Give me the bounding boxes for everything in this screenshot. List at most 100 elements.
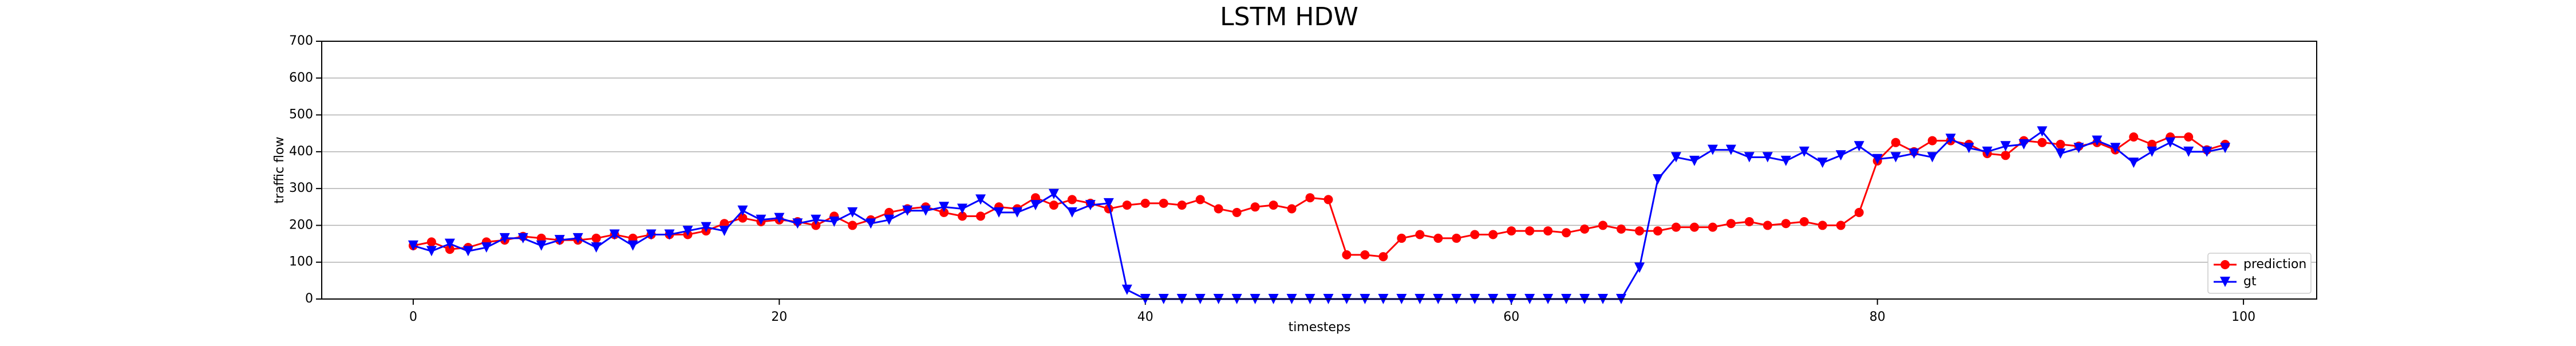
point (1635, 226, 1645, 236)
point (1799, 146, 1809, 157)
point (2184, 132, 2194, 142)
point (1543, 226, 1553, 236)
point (1818, 221, 1827, 230)
point (1927, 152, 1938, 163)
point (1177, 200, 1187, 210)
point (499, 233, 510, 243)
point (976, 211, 986, 221)
x-tick-label: 40 (1137, 310, 1153, 324)
point (591, 233, 601, 243)
point (2165, 137, 2176, 148)
point (1397, 233, 1406, 243)
point (1744, 152, 1755, 163)
point (1708, 222, 1717, 232)
point (1159, 198, 1168, 208)
point (1140, 198, 1150, 208)
point (664, 229, 675, 240)
point (1670, 152, 1681, 163)
x-tick-label: 20 (771, 310, 787, 324)
point (1891, 137, 1901, 147)
chart-title: LSTM HDW (1220, 2, 1358, 32)
y-tick-label: 700 (289, 34, 313, 48)
point (2000, 141, 2011, 152)
point (1525, 226, 1535, 236)
point (609, 229, 620, 240)
legend-box (2207, 253, 2312, 294)
point (958, 211, 967, 221)
point (1507, 226, 1516, 236)
point (1909, 148, 1919, 159)
point (1580, 224, 1590, 234)
point (627, 240, 638, 251)
point (426, 237, 436, 247)
point (1232, 207, 1242, 217)
legend-marker (2220, 277, 2230, 287)
x-tick-label: 100 (2231, 310, 2255, 324)
point (2037, 137, 2047, 147)
point (1433, 233, 1443, 243)
point (2129, 132, 2139, 142)
point (1562, 228, 1571, 238)
point (2183, 146, 2194, 157)
x-axis-label: timesteps (1289, 320, 1351, 335)
point (481, 242, 492, 253)
point (1121, 284, 1132, 295)
point (682, 226, 693, 237)
point (1726, 219, 1736, 229)
y-tick-label: 400 (289, 144, 313, 159)
point (517, 233, 528, 243)
point (1342, 250, 1352, 260)
point (1488, 230, 1498, 239)
point (811, 221, 821, 230)
point (1067, 195, 1077, 205)
series-line (413, 136, 2226, 258)
point (554, 235, 565, 246)
y-tick-label: 0 (305, 292, 313, 306)
point (1707, 144, 1718, 155)
point (737, 205, 748, 216)
point (848, 221, 858, 230)
point (1030, 200, 1041, 211)
point (1214, 204, 1223, 214)
point (719, 226, 730, 237)
point (1452, 233, 1461, 243)
legend-label: prediction (2243, 257, 2306, 272)
point (1323, 195, 1333, 205)
y-axis-label: traffic flow (272, 137, 287, 204)
point (1305, 193, 1315, 203)
point (1689, 155, 1700, 166)
point (884, 214, 895, 225)
point (811, 214, 821, 225)
point (829, 217, 840, 227)
point (536, 240, 547, 251)
point (2055, 148, 2066, 159)
point (1982, 146, 1993, 157)
point (1725, 144, 1736, 155)
point (847, 207, 858, 218)
point (2220, 143, 2231, 154)
point (1470, 230, 1480, 239)
series-line (413, 130, 2226, 300)
point (2073, 143, 2084, 154)
y-tick-label: 300 (289, 181, 313, 195)
point (1653, 226, 1662, 236)
point (1415, 230, 1425, 239)
legend-marker (2221, 260, 2230, 269)
point (1781, 219, 1791, 229)
point (1195, 195, 1205, 205)
point (1872, 154, 1883, 164)
point (1085, 200, 1096, 211)
point (1799, 217, 1809, 226)
point (866, 218, 876, 229)
point (1122, 200, 1132, 210)
y-tick-label: 200 (289, 218, 313, 232)
point (1360, 250, 1370, 260)
point (1890, 152, 1901, 163)
point (957, 203, 968, 214)
point (2037, 126, 2048, 137)
point (701, 222, 712, 233)
point (738, 213, 748, 223)
point (1617, 224, 1626, 234)
y-tick-label: 600 (289, 70, 313, 85)
